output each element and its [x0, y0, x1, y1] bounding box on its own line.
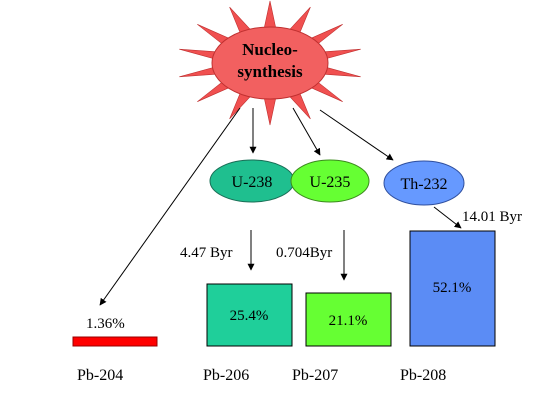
arrow-source-to-u235 — [292, 107, 321, 156]
half-life-u238: 4.47 Byr — [180, 245, 233, 261]
arrow-source-to-pb204 — [99, 107, 241, 306]
arrow-th232-to-pb208 — [433, 206, 462, 229]
arrow-source-to-th232 — [319, 109, 394, 161]
pb206-label: Pb-206 — [203, 367, 249, 384]
product-pb206: 25.4% Pb-206 — [203, 283, 293, 384]
parent-isotope-u238: U-238 — [209, 159, 295, 203]
th232-label: Th-232 — [400, 176, 447, 193]
pb207-box — [305, 292, 392, 347]
pb207-label: Pb-207 — [292, 367, 338, 384]
pb208-box — [409, 230, 496, 347]
half-life-th232: 14.01 Byr — [462, 209, 522, 225]
u235-ellipse — [290, 159, 370, 203]
pb208-label: Pb-208 — [400, 367, 446, 384]
sun-core — [211, 26, 329, 100]
pb204-bar — [72, 336, 158, 347]
source-arrows — [99, 107, 394, 306]
pb208-percent: 52.1% — [433, 280, 472, 296]
u238-label: U-238 — [232, 174, 273, 191]
th232-ellipse — [383, 160, 465, 206]
nucleosynthesis-sun: Nucleo- synthesis — [179, 0, 361, 126]
pb207-percent: 21.1% — [329, 313, 368, 329]
pb206-percent: 25.4% — [230, 308, 269, 324]
decay-arrows — [247, 206, 462, 281]
half-life-u235: 0.704Byr — [276, 245, 332, 261]
u235-label: U-235 — [310, 174, 351, 191]
parent-isotope-u235: U-235 — [290, 159, 370, 203]
pb204-percent: 1.36% — [86, 316, 125, 332]
product-pb208: 52.1% Pb-208 — [400, 230, 496, 384]
pb206-box — [206, 283, 293, 347]
source-label-line2: synthesis — [237, 62, 303, 81]
product-pb204: 1.36% Pb-204 — [72, 316, 158, 384]
parent-isotope-th232: Th-232 — [383, 160, 465, 206]
source-label-line1: Nucleo- — [242, 40, 298, 59]
product-pb207: 21.1% Pb-207 — [292, 292, 392, 384]
pb204-label: Pb-204 — [77, 367, 123, 384]
